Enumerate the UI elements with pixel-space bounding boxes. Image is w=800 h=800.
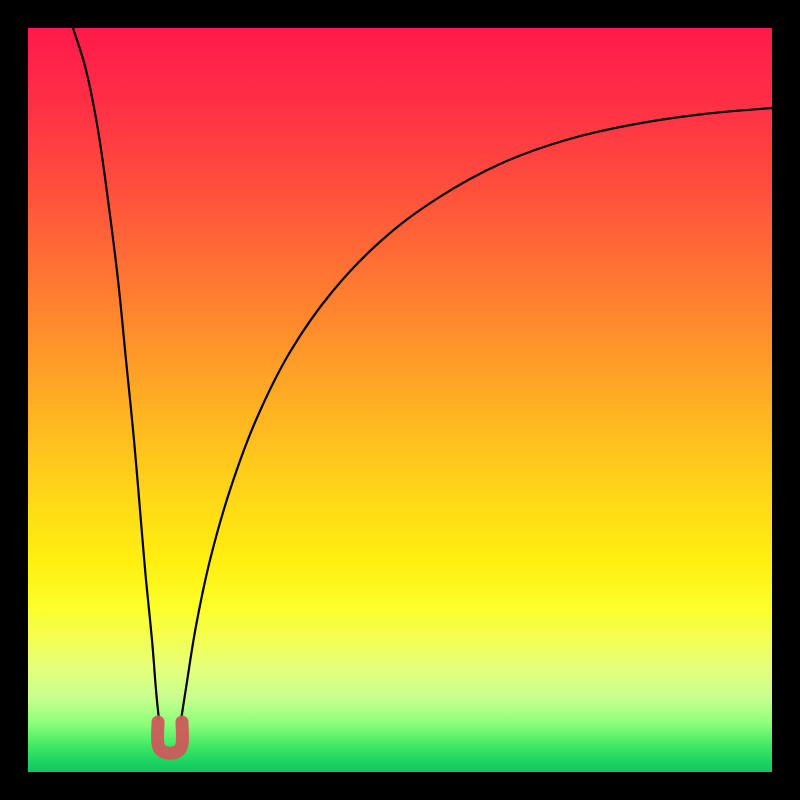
- plot-background: [28, 28, 772, 772]
- chart-svg: [0, 0, 800, 800]
- chart-stage: TheBottleneck.com: [0, 0, 800, 800]
